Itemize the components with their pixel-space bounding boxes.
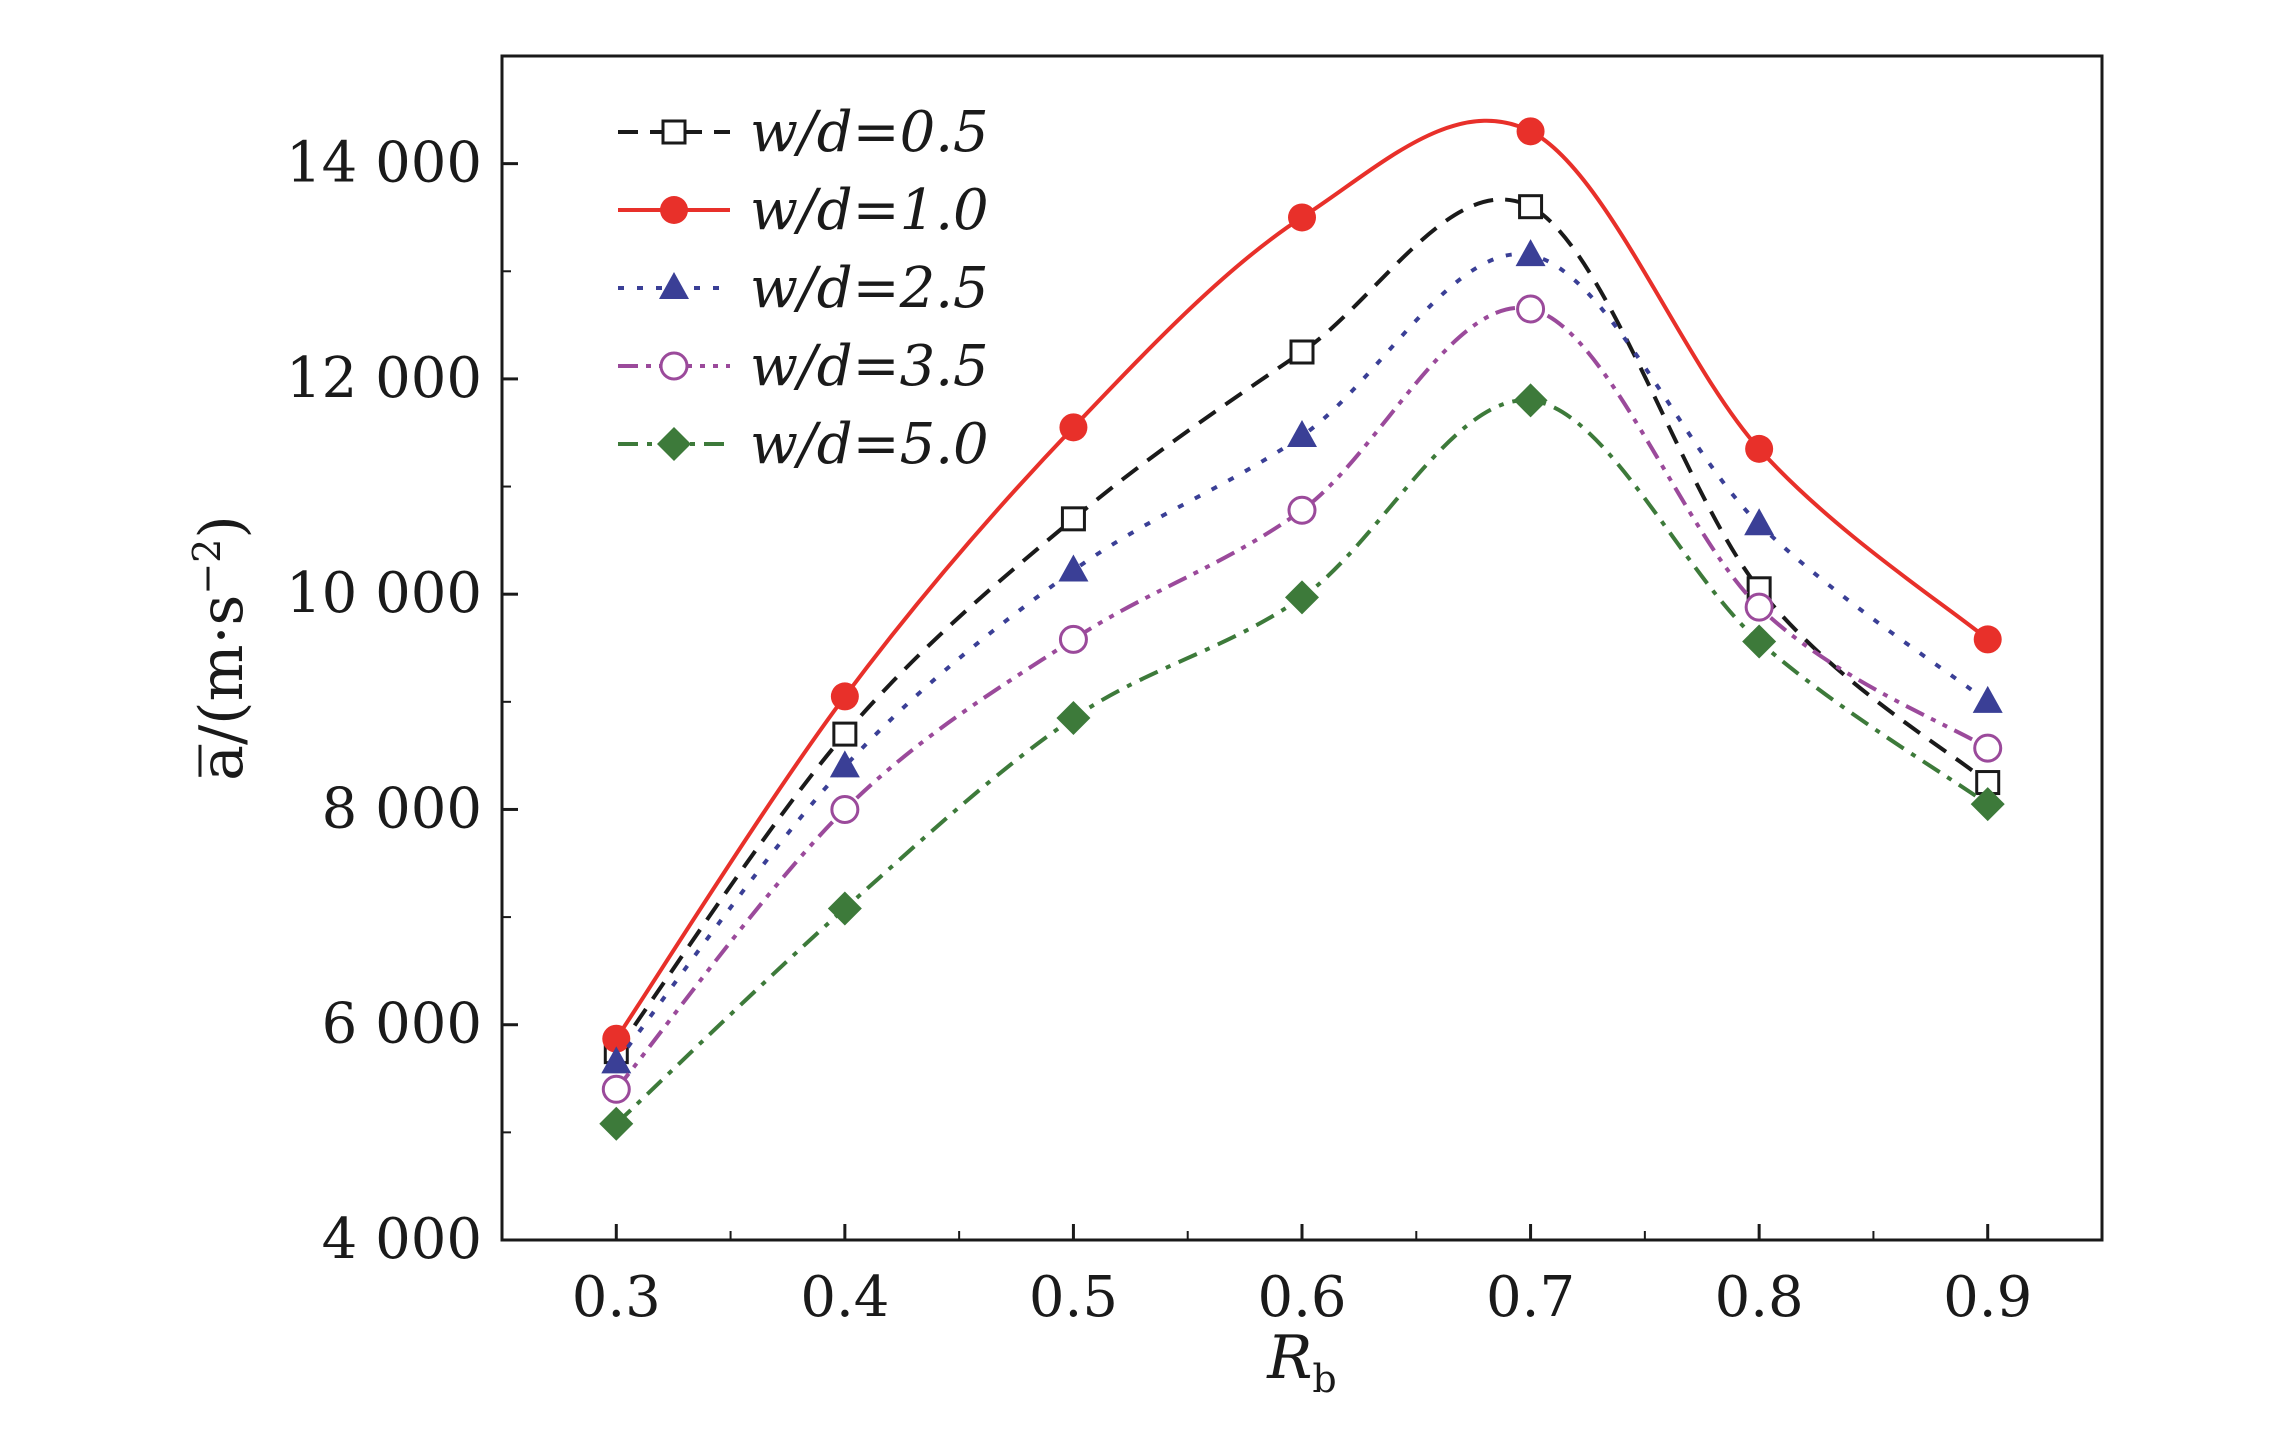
x-tick-label: 0.5 [1029, 1265, 1118, 1330]
data-point [1058, 554, 1089, 582]
legend-item: w/d=3.5 [618, 334, 989, 399]
legend-marker [659, 272, 689, 299]
x-tick-label: 0.7 [1486, 1265, 1575, 1330]
data-point [1285, 580, 1319, 615]
x-axis-title-main: R [1266, 1323, 1312, 1393]
legend-marker [657, 427, 691, 461]
data-point [1288, 203, 1316, 232]
legend-label: w/d=1.0 [750, 178, 989, 243]
data-point [830, 794, 860, 824]
legend-label: w/d=3.5 [750, 334, 989, 399]
legend-item: w/d=0.5 [618, 100, 989, 165]
series-2 [602, 117, 2002, 1053]
data-point [1518, 194, 1544, 220]
y-axis-title-suffix: ) [187, 515, 257, 538]
y-tick-label: 10 000 [286, 561, 482, 626]
y-tick-label: 14 000 [286, 131, 482, 196]
data-point [1060, 506, 1086, 532]
data-point [829, 750, 860, 778]
y-tick-label: 6 000 [322, 992, 482, 1057]
data-point [1287, 495, 1317, 525]
data-point [1972, 685, 2003, 713]
data-point [599, 1106, 634, 1141]
data-point [1973, 625, 2002, 654]
x-tick-label: 0.9 [1943, 1265, 2032, 1330]
x-tick-label: 0.4 [800, 1265, 889, 1330]
y-tick-label: 8 000 [322, 776, 482, 841]
data-point [1744, 592, 1774, 622]
ticks-layer: 0.3 0.4 0.5 0.6 0.7 0.8 0.9 4 000 6 000 8 000 10 0… [286, 131, 2032, 1330]
data-point [1742, 624, 1777, 659]
y-tick-label: 4 000 [322, 1207, 482, 1272]
x-axis-title: Rb [1266, 1323, 1337, 1401]
data-point [1744, 508, 1775, 536]
legend-label: w/d=5.0 [750, 412, 989, 477]
legend-marker [659, 351, 689, 381]
series-3 [601, 239, 2003, 1074]
x-tick-label: 0.8 [1715, 1265, 1804, 1330]
legend-item: w/d=2.5 [618, 256, 989, 321]
data-point [1513, 383, 1548, 418]
data-point [1289, 339, 1315, 365]
legend: w/d=0.5 w/d=1.0 w/d=2.5 w/d=3.5 w/d=5.0 [618, 100, 989, 477]
data-point [832, 721, 858, 747]
data-point [1970, 787, 2005, 822]
data-point [1745, 434, 1774, 463]
x-axis-title-subscript: b [1312, 1357, 1336, 1401]
data-point [1059, 413, 1088, 442]
legend-label: w/d=2.5 [750, 256, 989, 321]
data-point [1056, 700, 1091, 735]
legend-item: w/d=5.0 [618, 412, 989, 477]
legend-marker [661, 119, 687, 145]
data-point [830, 682, 859, 711]
y-axis-title-main: a/(m·s [187, 595, 257, 781]
data-point [1516, 294, 1546, 324]
data-point [1516, 117, 1545, 146]
data-point [601, 1074, 631, 1104]
y-axis-title-superscript: −2 [185, 539, 229, 595]
data-point [602, 1024, 631, 1053]
y-axis-title: a/(m·s−2) [185, 515, 257, 781]
series-4 [601, 294, 2003, 1104]
legend-marker [660, 196, 688, 224]
x-tick-label: 0.3 [572, 1265, 661, 1330]
data-point [1058, 624, 1088, 654]
data-point [1287, 419, 1317, 447]
data-point [1973, 733, 2003, 763]
series-layer [599, 117, 2005, 1141]
x-tick-label: 0.6 [1257, 1265, 1346, 1330]
data-point [827, 891, 862, 926]
y-tick-label: 12 000 [286, 346, 482, 411]
legend-item: w/d=1.0 [618, 178, 989, 243]
data-point [601, 1046, 632, 1074]
legend-label: w/d=0.5 [750, 100, 989, 165]
series-5 [599, 383, 2005, 1141]
data-point [1515, 239, 1546, 267]
